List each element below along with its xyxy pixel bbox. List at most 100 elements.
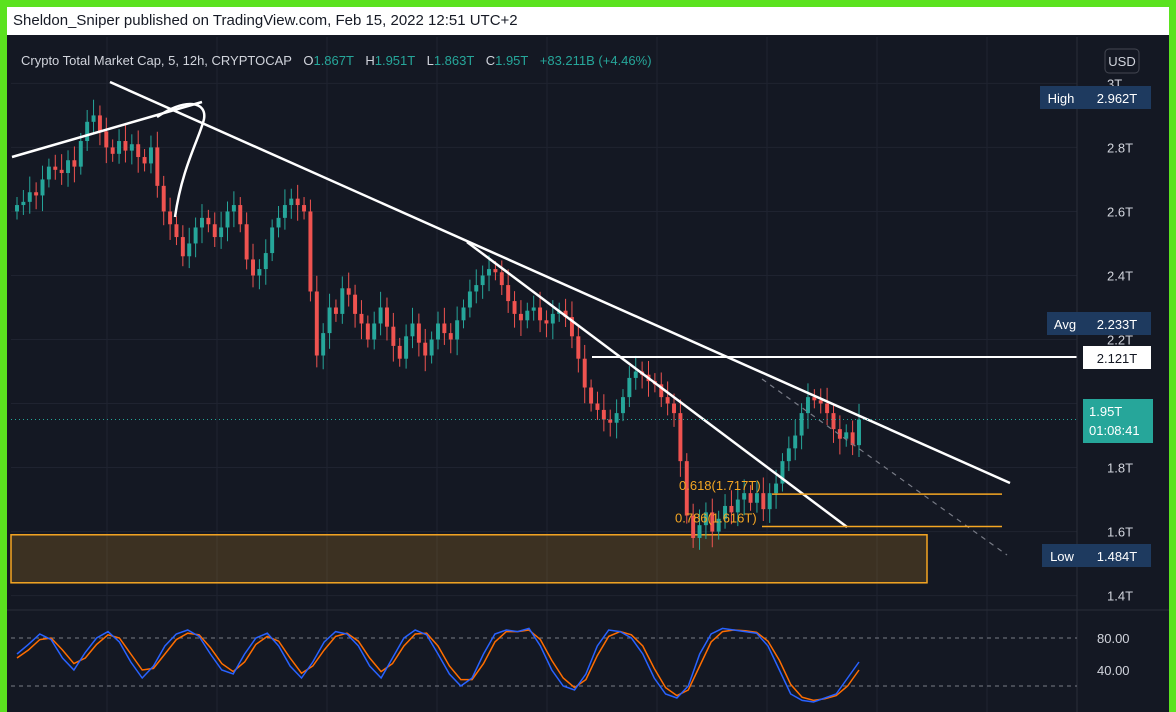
support-zone [10, 534, 928, 584]
stoch-tick-label: 40.00 [1097, 663, 1130, 678]
candle-body [735, 499, 740, 513]
candle-body [665, 397, 670, 404]
candle-body [231, 205, 236, 212]
candle-body [754, 493, 759, 503]
candle-body [314, 291, 319, 356]
candle-body [601, 409, 606, 420]
candle-body [442, 323, 447, 334]
candle-body [467, 291, 472, 308]
candle-body [506, 285, 511, 302]
stoch-d-line [16, 629, 860, 702]
candle-body [633, 371, 638, 378]
candle-body [53, 166, 58, 170]
candle-body [710, 512, 715, 532]
candle-body [289, 198, 294, 206]
candle-body [219, 227, 224, 238]
candle-body [487, 269, 492, 276]
stochastic-pane: 80.00 40.00 [7, 609, 1169, 703]
candle-body [282, 205, 287, 218]
legend-h-value: 1.951T [375, 53, 416, 68]
candle-body [200, 217, 204, 228]
candle-body [416, 323, 421, 343]
candle-body [474, 285, 479, 292]
candle-body [225, 211, 230, 228]
candle-body [15, 205, 19, 212]
candle-body [684, 461, 689, 516]
candle-body [340, 288, 345, 314]
level-marker: 2.121T [1083, 346, 1151, 369]
avg-value: 2.233T [1097, 317, 1138, 332]
candle-body [187, 243, 192, 257]
y-tick-label: 2.2T [1107, 333, 1133, 348]
candle-body [729, 505, 734, 513]
candle-body [569, 317, 574, 337]
curve-drawing [156, 102, 206, 218]
legend-o-label: O [303, 53, 313, 68]
candle-body [659, 384, 664, 398]
candle-body [193, 227, 198, 244]
candle-body [244, 224, 249, 260]
price-chart[interactable]: 0.618(1.717T) 0.786(1.616T) 3T2.8T2.6T2.… [7, 7, 1169, 712]
candle-body [346, 288, 351, 295]
candle-body [78, 141, 83, 167]
candle-body [850, 432, 855, 446]
candle-body [429, 339, 434, 356]
low-label: Low [1050, 549, 1074, 564]
candle-body [321, 333, 326, 356]
legend-h-label: H [365, 53, 374, 68]
price-marker: 1.95T 01:08:41 [1083, 399, 1153, 443]
countdown: 01:08:41 [1089, 423, 1140, 438]
candle-body [716, 518, 721, 532]
candle-body [672, 403, 676, 414]
legend-l-value: 1.863T [434, 53, 475, 68]
candle-body [480, 275, 485, 286]
drawings-group [11, 80, 1077, 556]
candle-body [404, 336, 409, 359]
y-tick-label: 2.8T [1107, 140, 1133, 155]
candle-body [238, 205, 243, 225]
candle-body [748, 493, 753, 503]
candle-body [550, 313, 555, 324]
candle-body [72, 160, 77, 167]
candle-body [359, 313, 364, 324]
candle-body [46, 166, 51, 180]
candle-body [723, 505, 728, 519]
price-value: 1.95T [1089, 404, 1122, 419]
candle-body [436, 323, 440, 340]
candle-body [308, 211, 313, 292]
legend: Crypto Total Market Cap, 5, 12h, CRYPTOC… [21, 53, 652, 68]
candle-body [263, 253, 268, 270]
price-axis: 3T2.8T2.6T2.4T2.2T2T1.8T1.6T1.4T [1076, 37, 1133, 712]
candle-body [333, 307, 338, 314]
candle-body [780, 461, 785, 484]
stoch-tick-label: 80.00 [1097, 631, 1130, 646]
candle-body [461, 307, 466, 321]
candle-body [774, 483, 779, 494]
y-tick-label: 1.6T [1107, 525, 1133, 540]
candle-body [563, 310, 568, 318]
candle-body [129, 144, 134, 151]
high-label: High [1048, 91, 1075, 106]
candle-body [621, 397, 625, 414]
candle-body [825, 403, 830, 414]
legend-c-label: C [486, 53, 495, 68]
avg-label: Avg [1054, 317, 1076, 332]
candle-body [793, 435, 798, 449]
candle-body [27, 192, 32, 202]
candle-body [59, 169, 64, 174]
stoch-k-line [16, 627, 860, 703]
candle-body [270, 227, 275, 254]
candle-body [799, 413, 804, 436]
y-tick-label: 1.4T [1107, 589, 1133, 604]
currency-button[interactable]: USD [1104, 48, 1140, 74]
candle-body [589, 387, 594, 404]
candle-body [608, 419, 613, 423]
candle-body [295, 198, 300, 206]
fib-label-0786: 0.786(1.616T) [675, 510, 757, 525]
candle-body [212, 224, 217, 238]
candle-body [66, 160, 71, 174]
candle-body [805, 397, 810, 414]
candle-body [91, 115, 96, 122]
candle-body [538, 307, 543, 321]
candle-body [837, 429, 842, 439]
